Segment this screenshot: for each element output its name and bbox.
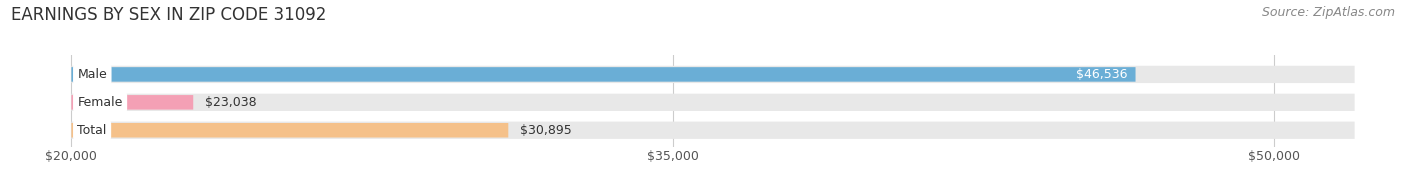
FancyBboxPatch shape [72,95,193,110]
FancyBboxPatch shape [72,94,1354,111]
FancyBboxPatch shape [72,122,1354,139]
FancyBboxPatch shape [72,123,509,138]
FancyBboxPatch shape [72,67,1136,82]
Text: $23,038: $23,038 [205,96,257,109]
Text: Source: ZipAtlas.com: Source: ZipAtlas.com [1261,6,1395,19]
Text: $46,536: $46,536 [1076,68,1128,81]
Text: Total: Total [77,124,107,137]
Text: $30,895: $30,895 [520,124,572,137]
Text: EARNINGS BY SEX IN ZIP CODE 31092: EARNINGS BY SEX IN ZIP CODE 31092 [11,6,326,24]
Text: Female: Female [77,96,122,109]
FancyBboxPatch shape [72,66,1354,83]
Text: Male: Male [77,68,107,81]
